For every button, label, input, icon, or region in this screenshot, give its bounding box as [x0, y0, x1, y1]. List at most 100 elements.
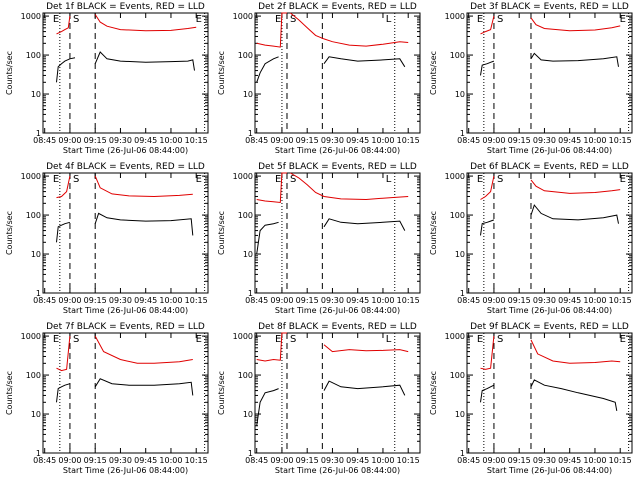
y-tick-label: 10	[455, 250, 465, 259]
marker-label: S	[290, 174, 296, 185]
lld-series-line	[256, 12, 287, 48]
plot-frame	[466, 172, 633, 294]
y-tick-label: 100	[450, 211, 465, 220]
y-tick-label: 1	[460, 129, 465, 138]
x-tick-label: 10:15	[609, 456, 632, 465]
chart-title: Det 8f BLACK = Events, RED = LLD	[258, 322, 417, 332]
x-tick-label: 10:00	[371, 296, 394, 305]
x-tick-label: 09:15	[84, 456, 107, 465]
x-tick-label: 09:00	[58, 456, 81, 465]
events-series-line	[323, 218, 406, 231]
x-axis-label: Start Time (26-Jul-06 08:44:00)	[275, 146, 400, 155]
marker-label: S	[497, 14, 503, 25]
events-series-line	[530, 379, 618, 411]
chart-panel-3: Det 3f BLACK = Events, RED = LLD 1 10 100 10…	[429, 2, 633, 155]
y-tick-label: 1	[248, 449, 253, 458]
x-axis-label: Start Time (26-Jul-06 08:44:00)	[63, 146, 188, 155]
x-tick-label: 09:30	[109, 456, 132, 465]
plot-frame	[42, 332, 209, 454]
chart-title: Det 5f BLACK = Events, RED = LLD	[258, 162, 417, 172]
x-tick-label: 10:00	[159, 456, 182, 465]
x-tick-label: 10:15	[185, 296, 208, 305]
x-tick-label: 08:45	[33, 136, 56, 145]
lld-series-line	[480, 15, 495, 35]
events-series-line	[530, 204, 619, 224]
y-tick-label: 10	[243, 250, 253, 259]
x-tick-label: 09:00	[270, 456, 293, 465]
y-tick-label: 1	[460, 289, 465, 298]
chart-title: Det 2f BLACK = Events, RED = LLD	[258, 2, 417, 12]
plot-frame	[254, 332, 421, 454]
y-tick-label: 1	[248, 129, 253, 138]
x-axis-label: Start Time (26-Jul-06 08:44:00)	[63, 306, 188, 315]
chart-title: Det 6f BLACK = Events, RED = LLD	[470, 162, 629, 172]
x-tick-label: 09:30	[321, 456, 344, 465]
marker-label: S	[497, 334, 503, 345]
marker-label: E	[275, 174, 281, 185]
x-tick-label: 09:00	[482, 136, 505, 145]
events-series-line	[56, 57, 76, 83]
y-axis-label: Counts/sec	[429, 371, 438, 415]
lld-series-line	[56, 16, 71, 35]
x-tick-label: 09:45	[346, 296, 369, 305]
x-tick-label: 09:45	[346, 136, 369, 145]
y-tick-label: 10	[455, 410, 465, 419]
marker-label: S	[73, 174, 79, 185]
y-tick-label: 1000	[21, 332, 41, 341]
marker-label: E	[53, 174, 59, 185]
events-series-line	[323, 380, 406, 396]
chart-title: Det 1f BLACK = Events, RED = LLD	[46, 2, 205, 12]
y-tick-label: 1000	[445, 332, 465, 341]
chart-panel-5: Det 5f BLACK = Events, RED = LLD 1 10 100 10…	[217, 162, 421, 315]
x-tick-label: 09:15	[508, 136, 531, 145]
events-series-line	[94, 51, 195, 71]
x-tick-label: 09:00	[270, 136, 293, 145]
plot-frame	[254, 172, 421, 294]
x-tick-label: 09:30	[533, 456, 556, 465]
plot-frame	[42, 12, 209, 134]
x-tick-label: 09:45	[558, 296, 581, 305]
lld-series-line	[290, 172, 409, 201]
x-tick-label: 09:15	[508, 296, 531, 305]
x-tick-label: 09:00	[58, 296, 81, 305]
plot-frame	[466, 332, 633, 454]
x-tick-label: 08:45	[457, 136, 480, 145]
marker-label: S	[73, 14, 79, 25]
lld-series-line	[530, 179, 621, 194]
lld-series-line	[94, 14, 197, 32]
y-tick-label: 10	[31, 410, 41, 419]
marker-label: E	[477, 174, 483, 185]
marker-label: L	[386, 14, 392, 25]
y-tick-label: 10	[243, 90, 253, 99]
x-tick-label: 10:15	[185, 136, 208, 145]
chart-title: Det 4f BLACK = Events, RED = LLD	[46, 162, 205, 172]
x-tick-label: 10:15	[397, 456, 420, 465]
lld-series-line	[480, 336, 495, 370]
x-axis-label: Start Time (26-Jul-06 08:44:00)	[487, 306, 612, 315]
x-tick-label: 09:15	[296, 456, 319, 465]
x-axis-label: Start Time (26-Jul-06 08:44:00)	[63, 466, 188, 475]
lld-series-line	[290, 12, 409, 47]
y-axis-label: Counts/sec	[5, 211, 14, 255]
y-tick-label: 100	[450, 51, 465, 60]
marker-label: L	[386, 174, 392, 185]
x-tick-label: 10:15	[609, 296, 632, 305]
marker-label: E	[477, 334, 483, 345]
x-tick-label: 10:15	[397, 296, 420, 305]
marker-label: S	[290, 14, 296, 25]
x-tick-label: 09:00	[58, 136, 81, 145]
x-axis-label: Start Time (26-Jul-06 08:44:00)	[487, 146, 612, 155]
marker-label: E	[275, 334, 281, 345]
x-tick-label: 09:45	[346, 456, 369, 465]
y-tick-label: 10	[31, 250, 41, 259]
marker-label: E	[477, 14, 483, 25]
plot-frame	[254, 12, 421, 134]
y-axis-label: Counts/sec	[217, 51, 226, 95]
y-tick-label: 100	[26, 371, 41, 380]
chart-title: Det 7f BLACK = Events, RED = LLD	[46, 322, 205, 332]
x-tick-label: 09:30	[109, 296, 132, 305]
lld-series-line	[56, 336, 71, 372]
lld-series-line	[94, 175, 193, 198]
x-tick-label: 09:45	[558, 456, 581, 465]
